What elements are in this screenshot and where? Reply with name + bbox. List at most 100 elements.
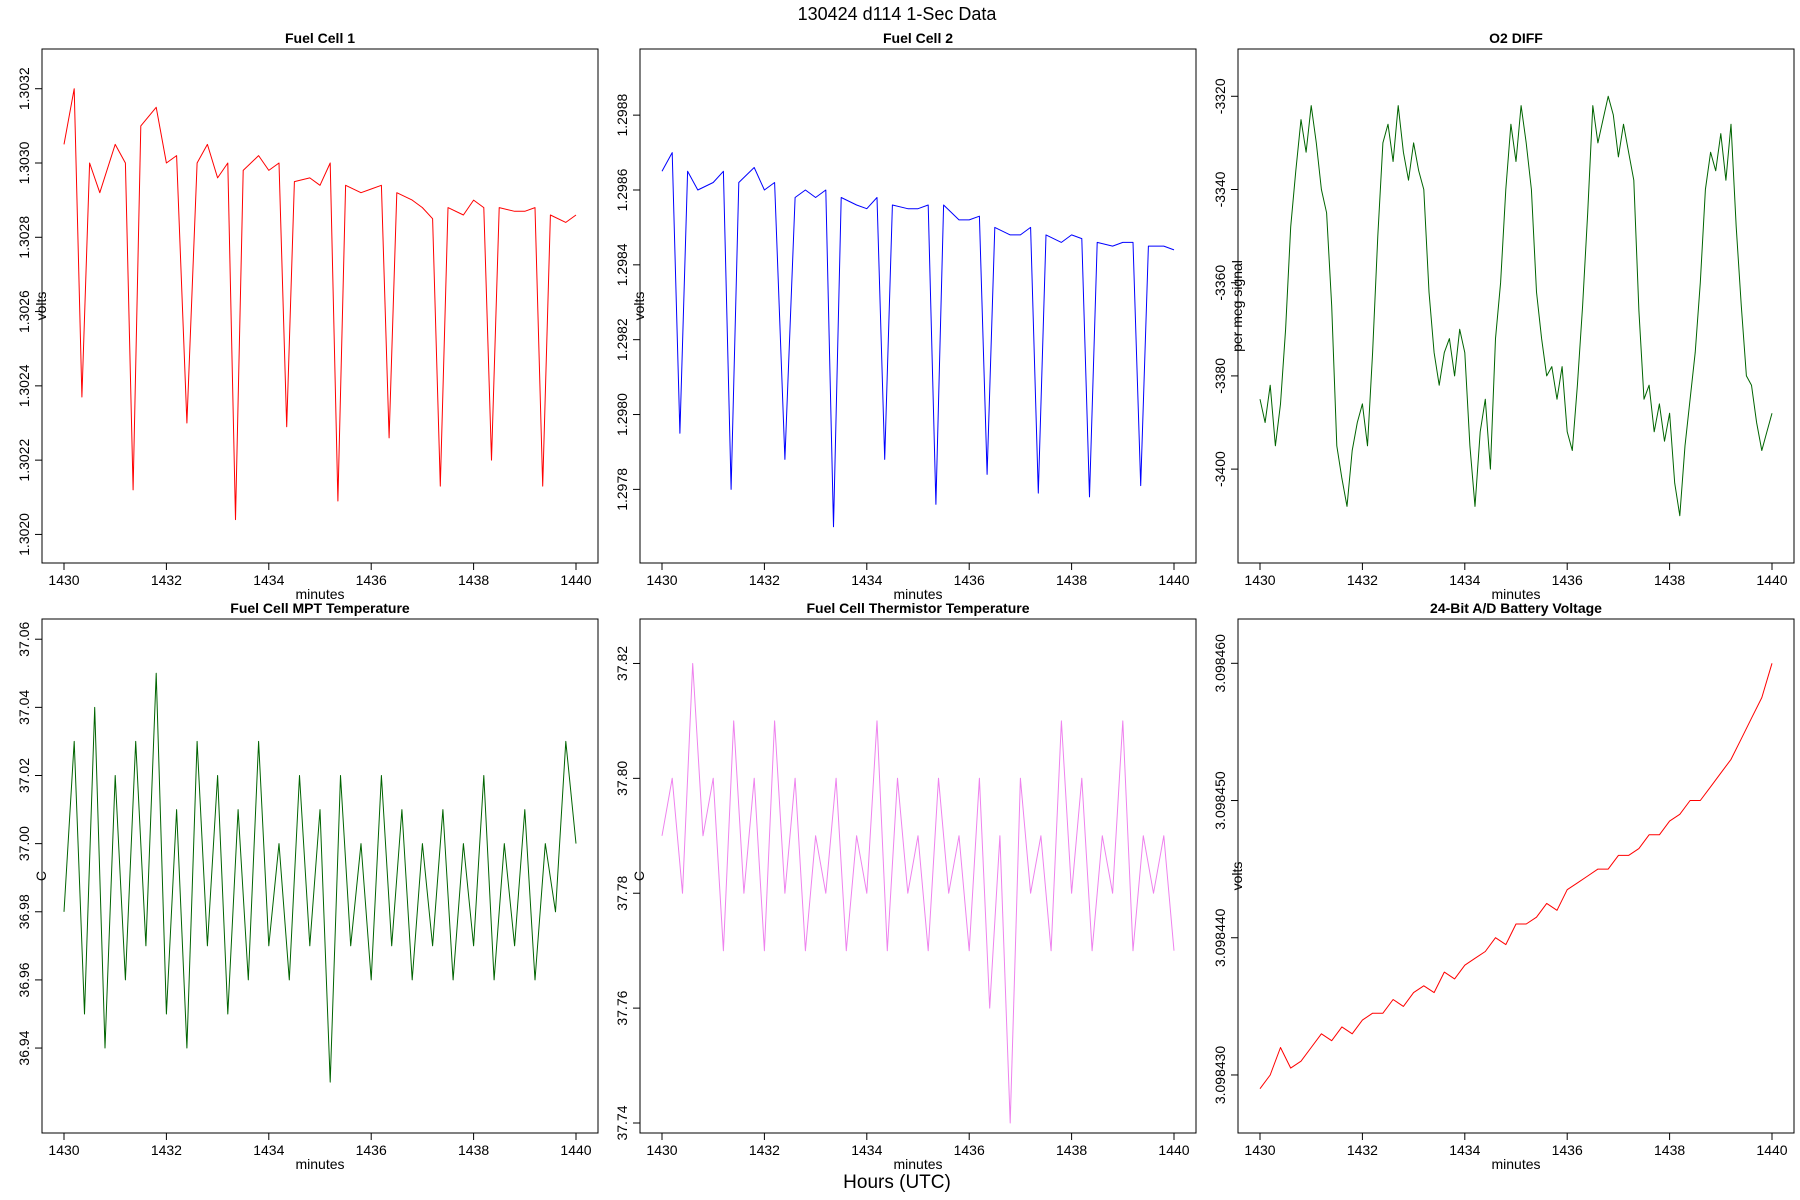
- y-axis-label: volts: [33, 292, 49, 321]
- x-axis: 1430 1432 1434 1436 1438 1440 minutes: [48, 562, 592, 602]
- x-axis-label: minutes: [893, 1156, 942, 1172]
- series-line-1: [63, 672, 577, 1083]
- x-axis: 1430 1432 1434 1436 1438 1440 minutes: [1244, 1132, 1788, 1172]
- x-tick-label: 1430: [1244, 1142, 1275, 1158]
- y-tick-label: 1.2980: [614, 393, 630, 436]
- y-tick-label: 1.3028: [16, 216, 32, 259]
- x-tick-label: 1440: [560, 572, 591, 588]
- x-tick-label: 1440: [560, 1142, 591, 1158]
- y-tick-label: 1.2982: [614, 318, 630, 361]
- x-axis: 1430 1432 1434 1436 1438 1440 minutes: [1244, 562, 1788, 602]
- x-tick-label: 1430: [646, 572, 677, 588]
- y-tick-label: 1.2988: [614, 94, 630, 137]
- y-axis-label: C: [33, 871, 49, 881]
- y-tick-label: 1.2984: [614, 243, 630, 286]
- x-tick-label: 1432: [1347, 572, 1378, 588]
- y-axis: 36.94 36.96 36.98 37.00 37.02 37.04 37.06 C: [16, 621, 49, 1065]
- x-tick-label: 1430: [48, 1142, 79, 1158]
- y-axis-label: volts: [631, 292, 647, 321]
- y-tick-label: 37.76: [614, 990, 630, 1025]
- x-tick-label: 1440: [1158, 572, 1189, 588]
- x-axis-label: minutes: [893, 586, 942, 602]
- x-tick-label: 1440: [1756, 572, 1787, 588]
- y-tick-label: 1.3020: [16, 513, 32, 556]
- chart-panel-5: Fuel Cell Thermistor Temperature 1430 1432…: [614, 600, 1197, 1172]
- y-tick-label: -3340: [1212, 171, 1228, 207]
- x-axis: 1430 1432 1434 1436 1438 1440 minutes: [48, 1132, 592, 1172]
- panels: Fuel Cell 1 1430 1432 1434 1436 1438 1440 minut…: [16, 30, 1795, 1172]
- y-tick-label: 3.098430: [1212, 1046, 1228, 1105]
- x-tick-label: 1438: [458, 1142, 489, 1158]
- x-tick-label: 1440: [1756, 1142, 1787, 1158]
- y-tick-label: -3380: [1212, 358, 1228, 394]
- y-tick-label: -3400: [1212, 451, 1228, 487]
- x-tick-label: 1436: [954, 1142, 985, 1158]
- y-axis: 3.098430 3.098440 3.098450 3.098460 volts: [1212, 634, 1245, 1104]
- y-tick-label: 3.098450: [1212, 771, 1228, 830]
- y-tick-label: 36.96: [16, 962, 32, 997]
- x-axis-label: minutes: [1491, 586, 1540, 602]
- series-line-1: [661, 663, 1175, 1124]
- x-tick-label: 1432: [749, 572, 780, 588]
- x-axis: 1430 1432 1434 1436 1438 1440 minutes: [646, 562, 1190, 602]
- chart-panel-1: Fuel Cell 1 1430 1432 1434 1436 1438 1440 minut…: [16, 30, 599, 602]
- y-tick-label: 37.74: [614, 1105, 630, 1140]
- x-tick-label: 1436: [954, 572, 985, 588]
- x-axis-label: minutes: [295, 1156, 344, 1172]
- y-axis: -3400 -3380 -3360 -3340 -3320 per meg signal: [1212, 78, 1245, 487]
- y-tick-label: 1.2978: [614, 468, 630, 511]
- y-tick-label: -3360: [1212, 265, 1228, 301]
- x-tick-label: 1432: [749, 1142, 780, 1158]
- y-tick-label: 36.94: [16, 1030, 32, 1065]
- chart-panel-3: O2 DIFF 1430 1432 1434 1436 1438 1440 minutes -3…: [1212, 30, 1795, 602]
- x-tick-label: 1440: [1158, 1142, 1189, 1158]
- x-axis-label: minutes: [295, 586, 344, 602]
- x-tick-label: 1430: [48, 572, 79, 588]
- chart-title: 24-Bit A/D Battery Voltage: [1430, 600, 1602, 616]
- y-tick-label: 1.3024: [16, 364, 32, 407]
- x-axis-label: minutes: [1491, 1156, 1540, 1172]
- chart-title: Fuel Cell 2: [883, 30, 953, 46]
- y-tick-label: 1.3022: [16, 439, 32, 482]
- y-tick-label: 37.78: [614, 876, 630, 911]
- y-tick-label: 37.06: [16, 621, 32, 656]
- x-tick-label: 1438: [1056, 572, 1087, 588]
- figure-footer-label: Hours (UTC): [843, 1172, 951, 1193]
- y-tick-label: 1.3032: [16, 67, 32, 110]
- y-tick-label: 37.02: [16, 758, 32, 793]
- x-tick-label: 1430: [1244, 572, 1275, 588]
- y-axis-label: volts: [1229, 862, 1245, 891]
- y-tick-label: 37.82: [614, 646, 630, 681]
- x-tick-label: 1434: [253, 572, 284, 588]
- x-tick-label: 1434: [1449, 572, 1480, 588]
- y-tick-label: 37.04: [16, 690, 32, 725]
- y-axis-label: per meg signal: [1229, 260, 1245, 352]
- y-tick-label: 1.3026: [16, 290, 32, 333]
- chart-title: Fuel Cell MPT Temperature: [230, 600, 410, 616]
- y-tick-label: 1.3030: [16, 141, 32, 184]
- x-tick-label: 1438: [1654, 1142, 1685, 1158]
- y-tick-label: 3.098440: [1212, 908, 1228, 967]
- figure-title: 130424 d114 1-Sec Data: [798, 4, 998, 24]
- chart-title: O2 DIFF: [1489, 30, 1543, 46]
- x-axis: 1430 1432 1434 1436 1438 1440 minutes: [646, 1132, 1190, 1172]
- y-axis: 37.74 37.76 37.78 37.80 37.82 C: [614, 646, 647, 1141]
- x-tick-label: 1436: [356, 572, 387, 588]
- x-tick-label: 1434: [851, 1142, 882, 1158]
- series-line-1: [661, 152, 1175, 528]
- y-axis: 1.3020 1.3022 1.3024 1.3026 1.3028 1.3030 1.30…: [16, 67, 49, 556]
- series-line-1: [1259, 663, 1773, 1089]
- y-tick-label: 1.2986: [614, 168, 630, 211]
- y-axis-label: C: [631, 871, 647, 881]
- series-line-1: [63, 88, 577, 521]
- x-tick-label: 1432: [151, 572, 182, 588]
- y-axis: 1.2978 1.2980 1.2982 1.2984 1.2986 1.2988 volt…: [614, 94, 647, 511]
- x-tick-label: 1434: [253, 1142, 284, 1158]
- x-tick-label: 1434: [851, 572, 882, 588]
- y-tick-label: 36.98: [16, 894, 32, 929]
- y-tick-label: 3.098460: [1212, 634, 1228, 693]
